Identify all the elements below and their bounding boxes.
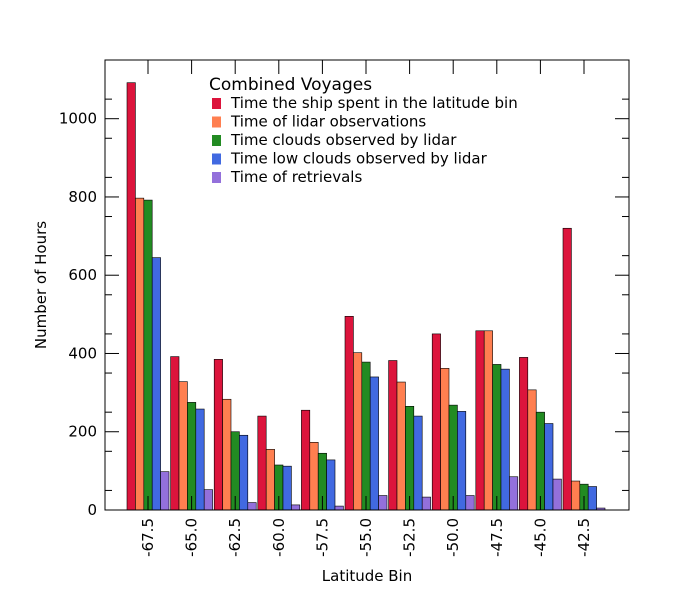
bar-2-5 — [309, 442, 319, 511]
x-tick-label-7: -50.0 — [444, 518, 462, 557]
bar-1-4 — [257, 415, 267, 511]
bar-5-2 — [203, 489, 213, 511]
x-tick-label-8: -47.5 — [488, 518, 506, 557]
legend-title: Combined Voyages — [209, 75, 372, 95]
legend: Combined Voyages Time the ship spent in … — [209, 75, 518, 186]
bar-1-6 — [344, 316, 354, 511]
bar-4-1 — [151, 257, 161, 511]
bar-3-1 — [143, 199, 153, 511]
y-tick-label-5: 1000 — [59, 110, 97, 128]
bar-5-3 — [247, 502, 257, 511]
bar-1-1 — [126, 82, 136, 511]
legend-swatch-2 — [212, 116, 221, 128]
bar-3-8 — [448, 404, 458, 511]
x-tick-label-9: -45.0 — [531, 518, 549, 557]
legend-label-5: Time of retrievals — [230, 168, 362, 186]
bar-4-10 — [544, 423, 554, 511]
bar-5-5 — [334, 505, 344, 511]
legend-label-2: Time of lidar observations — [230, 113, 426, 131]
bars-group — [126, 82, 606, 511]
bar-1-2 — [170, 356, 180, 511]
y-axis-label: Number of Hours — [32, 221, 50, 349]
bar-2-6 — [353, 352, 363, 511]
bar-2-9 — [483, 330, 493, 511]
bar-1-10 — [519, 357, 529, 511]
bar-2-1 — [135, 197, 145, 511]
legend-label-4: Time low clouds observed by lidar — [230, 150, 488, 168]
y-tick-label-0: 0 — [87, 501, 97, 519]
bar-5-9 — [509, 476, 519, 511]
bar-5-4 — [291, 504, 301, 511]
bar-4-7 — [413, 415, 423, 511]
bar-2-11 — [571, 480, 581, 511]
plot-frame — [104, 59, 630, 511]
bar-3-9 — [492, 364, 502, 511]
bar-5-6 — [378, 495, 388, 511]
bar-4-2 — [195, 408, 205, 511]
y-tick-label-4: 800 — [68, 188, 97, 206]
x-tick-label-4: -57.5 — [313, 518, 331, 557]
bar-3-7 — [405, 406, 415, 511]
bar-1-9 — [475, 330, 485, 511]
y-tick-label-1: 200 — [68, 423, 97, 441]
ticks-group: 0 200 400 600 800 1000 -67.5 -65.0 -62.5 -60.0 -57… — [59, 60, 629, 557]
bar-1-3 — [213, 359, 223, 511]
legend-swatch-1 — [212, 98, 221, 109]
x-tick-label-3: -60.0 — [270, 518, 288, 557]
x-tick-label-5: -55.0 — [357, 518, 375, 557]
bar-4-5 — [326, 459, 336, 511]
bar-4-8 — [457, 411, 467, 511]
bar-2-7 — [396, 381, 406, 511]
bar-5-7 — [421, 496, 431, 511]
bar-2-4 — [265, 449, 275, 511]
bar-5-8 — [465, 495, 475, 511]
x-tick-label-10: -42.5 — [575, 518, 593, 557]
bar-2-10 — [527, 389, 537, 511]
bar-4-4 — [282, 465, 292, 511]
x-axis-label: Latitude Bin — [322, 567, 412, 585]
x-tick-label-6: -52.5 — [401, 518, 419, 557]
bar-5-1 — [160, 471, 170, 511]
x-tick-label-1: -65.0 — [183, 518, 201, 557]
y-tick-label-2: 400 — [68, 344, 97, 362]
bar-1-11 — [562, 227, 572, 511]
bar-2-3 — [222, 398, 232, 511]
legend-label-3: Time clouds observed by lidar — [230, 131, 457, 149]
bar-4-6 — [369, 376, 379, 511]
bar-5-10 — [552, 478, 562, 511]
bar-3-2 — [187, 402, 197, 511]
bar-1-7 — [388, 360, 398, 511]
bar-1-5 — [301, 409, 311, 511]
legend-swatch-3 — [212, 135, 221, 146]
bar-3-6 — [361, 361, 371, 511]
y-tick-label-3: 600 — [68, 266, 97, 284]
bar-4-9 — [500, 368, 510, 511]
bar-4-11 — [587, 486, 597, 511]
bar-2-2 — [178, 381, 188, 511]
x-tick-label-0: -67.5 — [139, 518, 157, 557]
bar-1-8 — [431, 333, 441, 511]
legend-label-1: Time the ship spent in the latitude bin — [230, 94, 518, 112]
legend-swatch-5 — [212, 172, 221, 183]
bar-3-10 — [535, 411, 545, 511]
bar-4-3 — [239, 434, 249, 511]
bar-2-8 — [440, 368, 450, 511]
x-tick-label-2: -62.5 — [226, 518, 244, 557]
legend-swatch-4 — [212, 153, 221, 165]
